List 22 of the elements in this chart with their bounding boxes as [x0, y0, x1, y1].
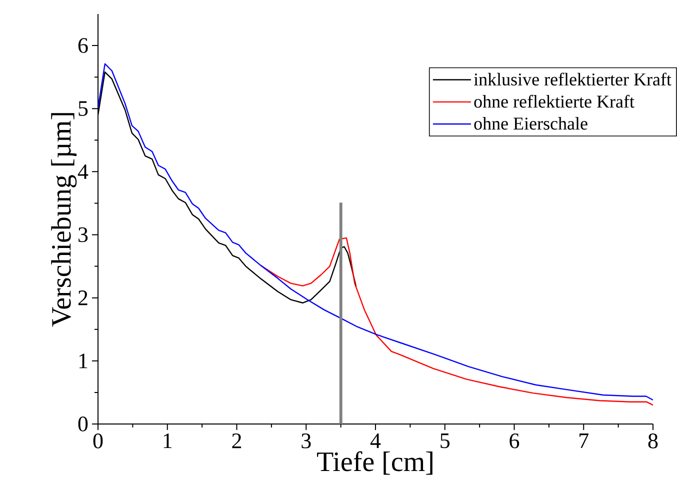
line-series — [260, 237, 653, 406]
x-tick-label: 5 — [440, 434, 450, 448]
legend-label: ohne Eierschale — [474, 117, 588, 130]
y-tick-label: 0 — [78, 416, 88, 432]
y-tick-label: 2 — [78, 290, 88, 306]
x-tick-label: 2 — [232, 434, 242, 448]
x-tick-label: 1 — [164, 434, 172, 448]
y-axis-title: Verschiebung [µm] — [51, 113, 77, 327]
y-tick-label: 4 — [78, 164, 88, 179]
y-tick-label: 5 — [78, 101, 88, 116]
x-tick-label: 6 — [510, 434, 520, 448]
x-tick-label: 3 — [302, 434, 311, 448]
x-axis-title: Tiefe [cm] — [317, 451, 432, 475]
legend-label: ohne reflektierte Kraft — [474, 94, 634, 108]
y-tick-label: 6 — [78, 38, 88, 53]
x-tick-label: 7 — [580, 434, 588, 448]
y-tick-label: 3 — [78, 227, 88, 242]
legend-label: inklusive reflektierter Kraft — [474, 72, 672, 86]
y-tick-label: 1 — [79, 354, 88, 368]
x-tick-label: 4 — [370, 434, 381, 448]
x-tick-label: 0 — [93, 434, 103, 448]
x-tick-label: 8 — [648, 434, 658, 448]
